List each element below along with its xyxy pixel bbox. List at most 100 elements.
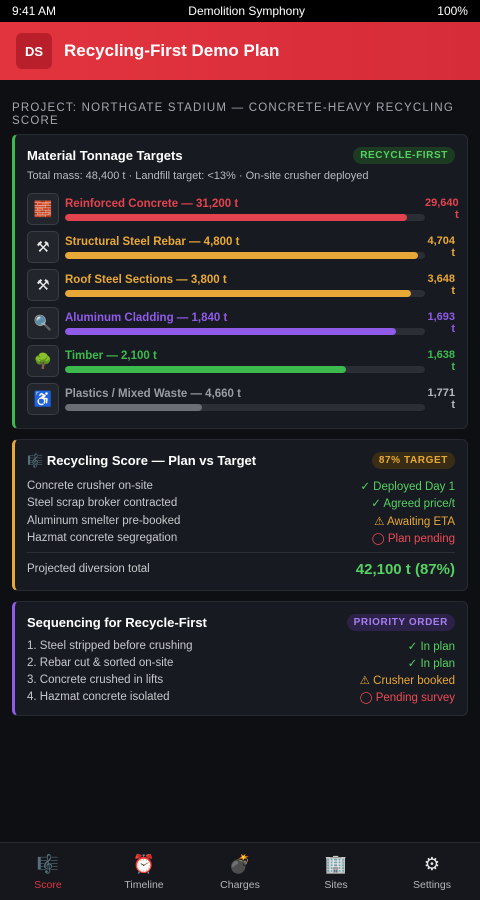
sequence-row-label: 4. Hazmat concrete isolated — [27, 690, 170, 703]
recycle-first-badge: RECYCLE-FIRST — [353, 147, 455, 164]
sequence-row-status: ⚠ Crusher booked — [359, 674, 455, 687]
score-row-label: Aluminum smelter pre-booked — [27, 514, 181, 527]
total-label: Projected diversion total — [27, 563, 150, 575]
material-row[interactable]: ⚒ Roof Steel Sections — 3,800 t 3,648 t — [27, 266, 455, 304]
project-label: PROJECT: NORTHGATE STADIUM — CONCRETE-HE… — [12, 102, 455, 127]
app-header: DS Recycling-First Demo Plan — [0, 22, 480, 80]
score-row-status: ⚠ Awaiting ETA — [374, 515, 455, 528]
material-label: Aluminum Cladding — 1,840 t — [65, 312, 228, 324]
progress-fill — [65, 328, 397, 335]
brick-icon: 🧱 — [27, 193, 59, 225]
nav-timeline[interactable]: ⏰ Timeline — [96, 843, 192, 900]
material-label: Reinforced Concrete — 31,200 t — [65, 198, 239, 210]
divider — [27, 552, 455, 553]
material-row[interactable]: ⚒ Structural Steel Rebar — 4,800 t 4,704… — [27, 228, 455, 266]
sequence-row: 3. Concrete crushed in lifts ⚠ Crusher b… — [27, 671, 455, 688]
magnifier-icon: 🔍 — [27, 307, 59, 339]
building-icon: 🏢 — [324, 853, 348, 874]
sequence-card-title: Sequencing for Recycle-First — [27, 615, 207, 630]
sequence-row-status: ✓ In plan — [407, 640, 455, 653]
nav-label: Charges — [220, 878, 260, 891]
sequence-row-status: ◯ Pending survey — [359, 691, 455, 704]
material-list: 🧱 Reinforced Concrete — 31,200 t 29,640 … — [27, 190, 459, 418]
score-row-label: Hazmat concrete segregation — [27, 532, 178, 545]
progress-bar — [65, 214, 425, 221]
material-value: 4,704 t — [427, 235, 455, 259]
score-card: 🎼 Recycling Score — Plan vs Target 87% T… — [12, 439, 468, 591]
material-value: 1,638 t — [427, 349, 455, 373]
material-row[interactable]: 🔍 Aluminum Cladding — 1,840 t 1,693 t — [27, 304, 455, 342]
alarm-clock-icon: ⏰ — [132, 853, 156, 874]
material-row[interactable]: ♿ Plastics / Mixed Waste — 4,660 t 1,771… — [27, 380, 455, 418]
target-badge: 87% TARGET — [371, 452, 455, 469]
material-label: Timber — 2,100 t — [65, 350, 157, 362]
material-value: 29,640 t — [425, 197, 459, 221]
status-title: Demolition Symphony — [188, 4, 306, 18]
nav-charges[interactable]: 💣 Charges — [192, 843, 288, 900]
sequence-row: 2. Rebar cut & sorted on-site ✓ In plan — [27, 654, 455, 671]
nav-label: Settings — [413, 878, 451, 891]
materials-card-title: Material Tonnage Targets — [27, 148, 183, 163]
sequence-row: 4. Hazmat concrete isolated ◯ Pending su… — [27, 688, 455, 705]
sequence-card: Sequencing for Recycle-First PRIORITY OR… — [12, 601, 468, 716]
hammer-pick-icon: ⚒ — [27, 269, 59, 301]
score-row-label: Concrete crusher on-site — [27, 479, 153, 492]
progress-fill — [65, 214, 407, 221]
material-row[interactable]: 🌳 Timber — 2,100 t 1,638 t — [27, 342, 455, 380]
material-value: 1,693 t — [427, 311, 455, 335]
tree-icon: 🌳 — [27, 345, 59, 377]
status-bar: 9:41 AM Demolition Symphony 100% — [0, 0, 480, 22]
sequence-rows: 1. Steel stripped before crushing ✓ In p… — [27, 637, 455, 705]
material-label: Roof Steel Sections — 3,800 t — [65, 274, 227, 286]
gear-icon: ⚙ — [423, 853, 441, 874]
score-row-status: ✓ Agreed price/t — [371, 498, 455, 511]
score-row-status: ✓ Deployed Day 1 — [360, 480, 455, 493]
score-row: Hazmat concrete segregation ◯ Plan pendi… — [27, 530, 455, 548]
page-title: Recycling-First Demo Plan — [64, 41, 280, 60]
sequence-row-label: 2. Rebar cut & sorted on-site — [27, 656, 174, 669]
progress-bar — [65, 366, 425, 373]
hammer-pick-icon: ⚒ — [27, 231, 59, 263]
nav-label: Timeline — [124, 878, 164, 891]
progress-bar — [65, 328, 425, 335]
materials-subtitle: Total mass: 48,400 t · Landfill target: … — [27, 170, 369, 182]
score-row: Steel scrap broker contracted ✓ Agreed p… — [27, 495, 455, 513]
score-row: Concrete crusher on-site ✓ Deployed Day … — [27, 477, 455, 495]
progress-fill — [65, 404, 202, 411]
nav-label: Score — [34, 878, 62, 891]
music-score-icon: 🎼 — [36, 853, 60, 874]
progress-fill — [65, 252, 418, 259]
progress-bar — [65, 404, 425, 411]
total-row: Projected diversion total 42,100 t (87%) — [27, 558, 455, 580]
sequence-row: 1. Steel stripped before crushing ✓ In p… — [27, 637, 455, 654]
nav-score[interactable]: 🎼 Score — [0, 843, 96, 900]
progress-bar — [65, 252, 425, 259]
avatar[interactable]: DS — [16, 33, 52, 69]
sequence-row-status: ✓ In plan — [407, 657, 455, 670]
sequence-row-label: 3. Concrete crushed in lifts — [27, 673, 164, 686]
status-battery: 100% — [437, 4, 468, 18]
sequence-row-label: 1. Steel stripped before crushing — [27, 639, 193, 652]
score-row-status: ◯ Plan pending — [371, 533, 455, 546]
material-value: 1,771 t — [427, 387, 455, 411]
material-label: Structural Steel Rebar — 4,800 t — [65, 236, 240, 248]
score-rows: Concrete crusher on-site ✓ Deployed Day … — [27, 477, 455, 547]
score-card-title: Recycling Score — Plan vs Target — [46, 452, 257, 468]
nav-settings[interactable]: ⚙ Settings — [384, 843, 480, 900]
score-icon: 🎼 — [27, 452, 44, 468]
nav-label: Sites — [324, 878, 348, 891]
score-row-label: Steel scrap broker contracted — [27, 497, 178, 510]
material-value: 3,648 t — [427, 273, 455, 297]
progress-fill — [65, 366, 346, 373]
priority-badge: PRIORITY ORDER — [346, 614, 455, 631]
material-label: Plastics / Mixed Waste — 4,660 t — [65, 388, 241, 400]
nav-sites[interactable]: 🏢 Sites — [288, 843, 384, 900]
bomb-icon: 💣 — [228, 853, 252, 874]
progress-bar — [65, 290, 425, 297]
wheelchair-icon: ♿ — [27, 383, 59, 415]
bottom-nav: 🎼 Score ⏰ Timeline 💣 Charges 🏢 Sites ⚙ Setti… — [0, 842, 480, 900]
material-row[interactable]: 🧱 Reinforced Concrete — 31,200 t 29,640 … — [27, 190, 459, 228]
main-content: PROJECT: NORTHGATE STADIUM — CONCRETE-HE… — [0, 80, 480, 716]
materials-card: Material Tonnage Targets RECYCLE-FIRST T… — [12, 134, 468, 429]
status-time: 9:41 AM — [12, 4, 57, 18]
